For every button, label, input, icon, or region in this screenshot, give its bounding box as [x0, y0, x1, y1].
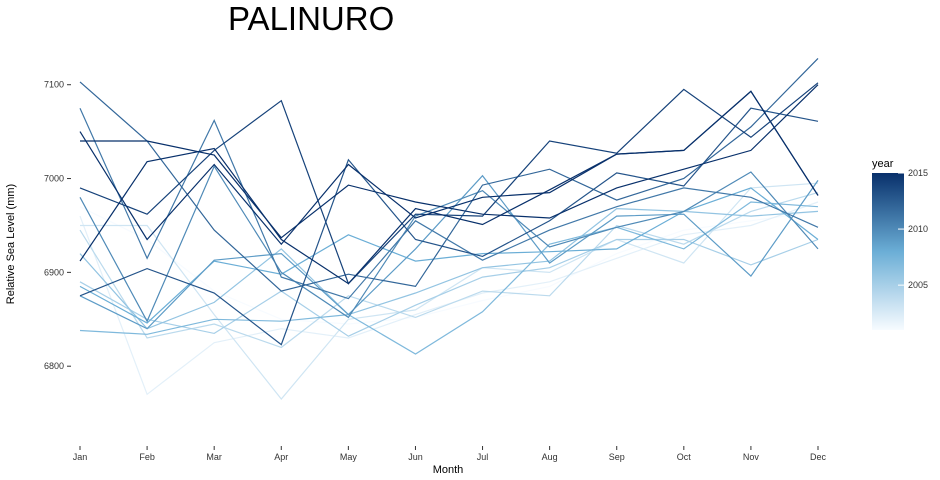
x-tick-label-dec: Dec — [810, 452, 827, 462]
legend: year 2005 2010 2015 — [872, 158, 928, 330]
legend-ticks: 2005 2010 2015 — [898, 168, 928, 290]
series-line-2004-3 — [79, 192, 819, 349]
x-tick-label-jun: Jun — [408, 452, 423, 462]
legend-colorbar — [872, 173, 904, 330]
x-axis-title: Month — [433, 464, 464, 476]
legend-tick-label-2005: 2005 — [908, 280, 928, 290]
series-line-2011-10 — [79, 107, 819, 300]
series-line-2015-15 — [79, 90, 819, 285]
x-tick-label-feb: Feb — [139, 452, 155, 462]
series-line-2009-8 — [79, 174, 819, 330]
x-axis: Jan Feb Mar Apr May Jun Jul Aug Sep Oct Nov Dec — [73, 446, 827, 462]
series-line-2005-4 — [79, 238, 819, 337]
y-tick-label-6800: 6800 — [44, 361, 64, 371]
x-tick-label-may: May — [340, 452, 358, 462]
y-tick-label-7100: 7100 — [44, 80, 64, 90]
series-line-2007-6 — [79, 201, 819, 355]
y-axis-title: Relative Sea Level (mm) — [5, 184, 17, 304]
y-tick-label-7000: 7000 — [44, 174, 64, 184]
series-line-2003-2 — [80, 182, 819, 400]
series-line-2014-13 — [79, 82, 819, 285]
plot-lines — [79, 57, 819, 400]
x-tick-label-sep: Sep — [609, 452, 625, 462]
legend-title: year — [872, 158, 894, 170]
series-line-2010-9 — [79, 165, 819, 323]
series-line-2013-12 — [79, 107, 819, 346]
chart-title: PALINURO — [228, 0, 394, 37]
series-line-2002-1 — [79, 201, 819, 396]
y-axis: 6800 6900 7000 7100 — [44, 80, 71, 371]
series-line-2006-5 — [79, 207, 819, 330]
x-tick-label-nov: Nov — [743, 452, 760, 462]
x-tick-label-aug: Aug — [542, 452, 558, 462]
series-line-2012-11 — [79, 57, 819, 292]
series-line-2001-0 — [79, 206, 819, 325]
x-tick-label-jul: Jul — [477, 452, 489, 462]
x-tick-label-mar: Mar — [206, 452, 222, 462]
series-line-2015-16 — [79, 90, 819, 246]
legend-tick-label-2010: 2010 — [908, 224, 928, 234]
y-tick-label-6900: 6900 — [44, 267, 64, 277]
x-tick-label-apr: Apr — [274, 452, 288, 462]
x-tick-label-jan: Jan — [73, 452, 88, 462]
x-tick-label-oct: Oct — [677, 452, 692, 462]
legend-tick-label-2015: 2015 — [908, 168, 928, 178]
